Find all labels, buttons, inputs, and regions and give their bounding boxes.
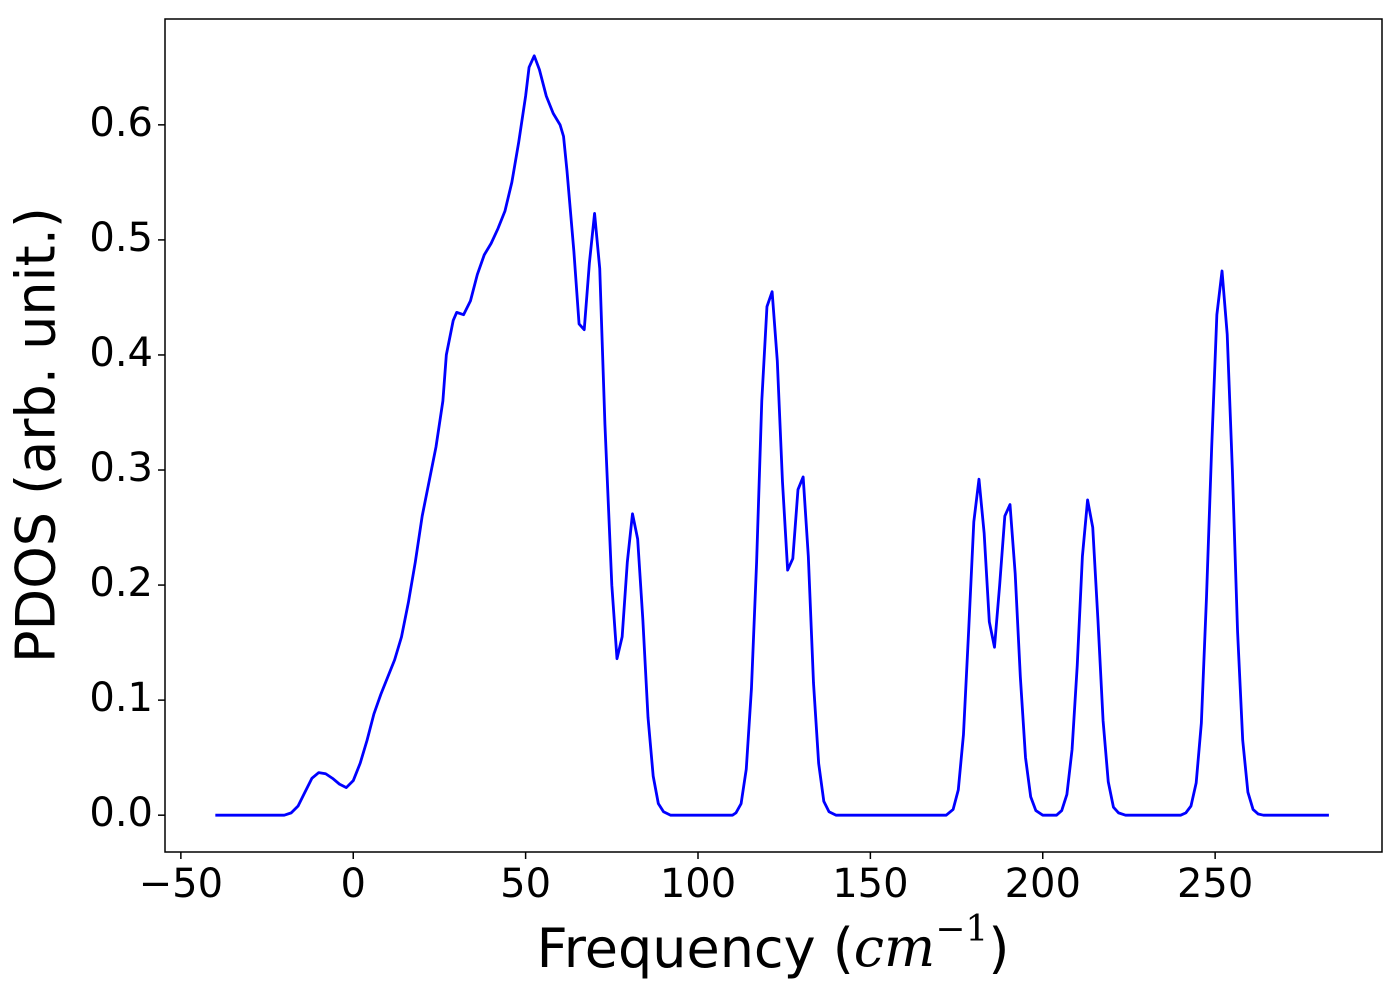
y-tick-label: 0.5: [89, 215, 153, 261]
x-tick-label: −50: [139, 861, 223, 907]
x-tick-label: 150: [832, 861, 908, 907]
plot-frame: [164, 18, 1383, 853]
y-tick-label: 0.4: [89, 330, 153, 376]
x-label-exponent: −1: [935, 909, 988, 950]
y-tick-label: 0.2: [89, 560, 153, 606]
y-tick-label: 0.3: [89, 445, 153, 491]
x-tick-label: 50: [500, 861, 551, 907]
x-axis-label: Frequency (cm−1): [537, 909, 1010, 980]
x-tick-label: 200: [1005, 861, 1081, 907]
x-tick-label: 100: [660, 861, 736, 907]
data-line: [215, 54, 1329, 817]
x-label-unit: cm: [854, 916, 935, 979]
y-tick-label: 0.6: [89, 100, 153, 146]
y-tick-label: 0.0: [89, 790, 153, 836]
x-tick-label: 0: [341, 861, 366, 907]
y-tick-label: 0.1: [89, 675, 153, 721]
x-tick-label: 250: [1177, 861, 1253, 907]
x-label-close: ): [988, 917, 1009, 980]
y-axis-label: PDOS (arb. unit.): [5, 207, 68, 663]
x-label-text: Frequency (: [537, 917, 854, 980]
